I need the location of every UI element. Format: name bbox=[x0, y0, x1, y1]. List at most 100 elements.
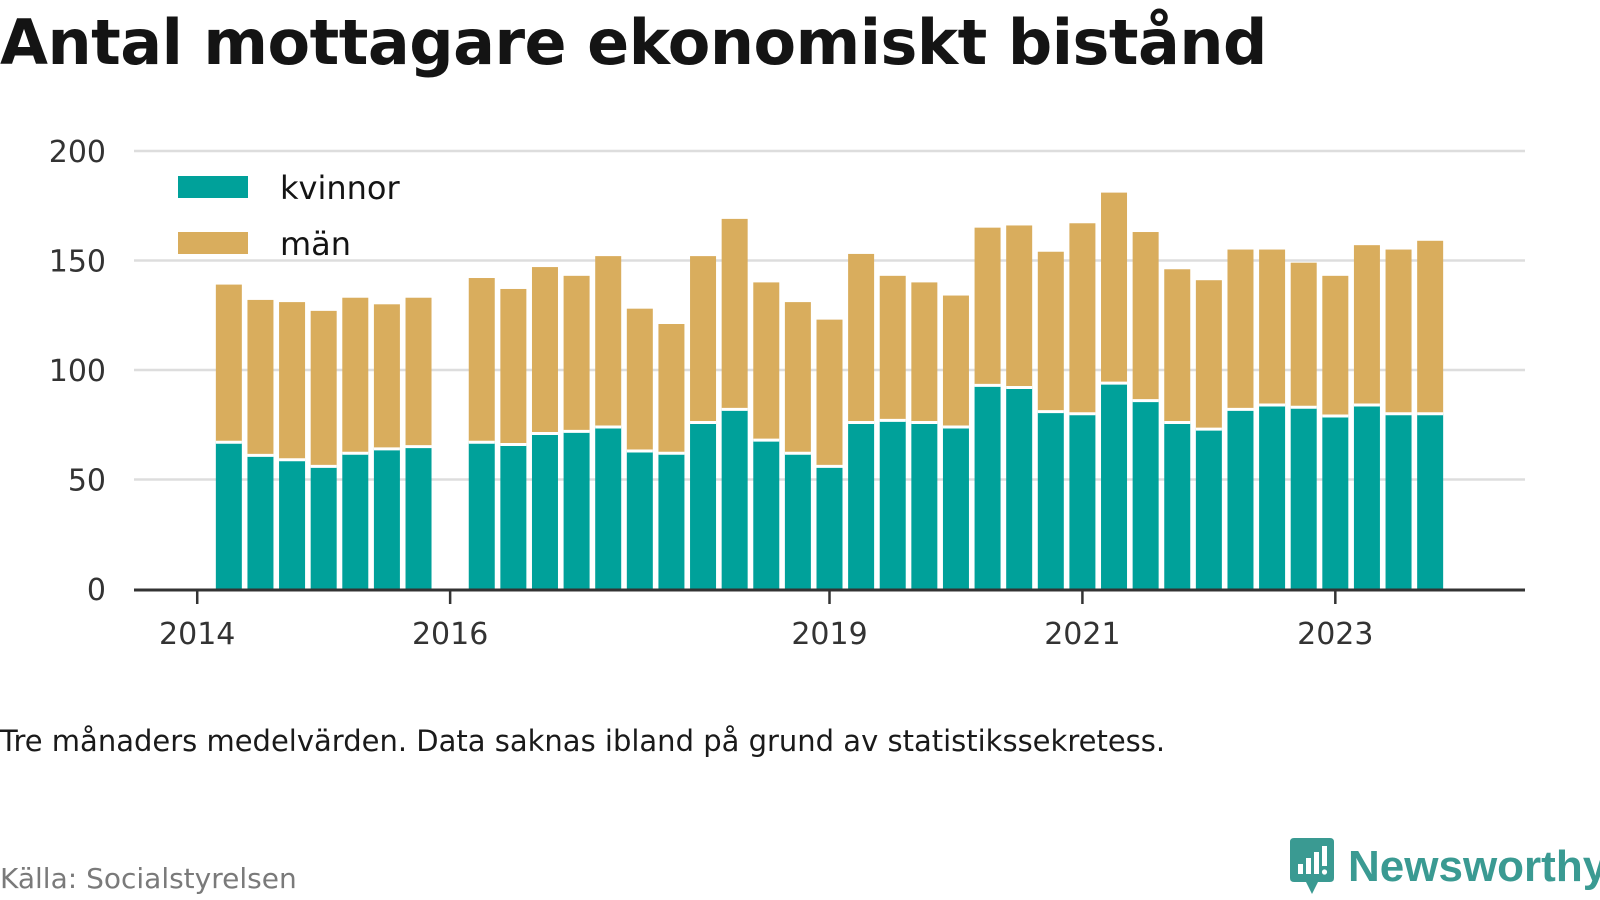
bar-man bbox=[1227, 249, 1254, 410]
bar-kvinnor bbox=[405, 446, 432, 589]
bar-kvinnor bbox=[848, 422, 875, 589]
brand-name: Newsworthy bbox=[1348, 842, 1600, 891]
bar-kvinnor bbox=[1132, 400, 1159, 589]
bar-man bbox=[911, 282, 938, 423]
chart-title: Antal mottagare ekonomiskt bistånd bbox=[0, 6, 1267, 79]
bar-man bbox=[1132, 232, 1159, 401]
bar-kvinnor bbox=[1037, 411, 1064, 589]
bar-man bbox=[658, 324, 685, 454]
bar-kvinnor bbox=[626, 451, 653, 589]
bar-man bbox=[1353, 245, 1380, 406]
bar-man bbox=[784, 302, 811, 454]
bar-man bbox=[468, 278, 495, 443]
bar-kvinnor bbox=[784, 453, 811, 589]
bar-kvinnor bbox=[1259, 405, 1286, 589]
bar-kvinnor bbox=[1417, 413, 1444, 589]
bar-kvinnor bbox=[879, 420, 906, 589]
bar-man bbox=[942, 295, 969, 427]
bar-man bbox=[279, 302, 306, 460]
bar-man bbox=[626, 308, 653, 452]
bar-man bbox=[1069, 223, 1096, 414]
bar-man bbox=[1385, 249, 1412, 414]
y-tick-label: 200 bbox=[49, 135, 106, 170]
bar-kvinnor bbox=[468, 442, 495, 589]
bar-man bbox=[1101, 192, 1128, 384]
bar-kvinnor bbox=[1101, 383, 1128, 589]
bar-man bbox=[1037, 251, 1064, 412]
bar-kvinnor bbox=[1353, 405, 1380, 589]
bar-kvinnor bbox=[816, 466, 843, 589]
bar-man bbox=[1290, 262, 1317, 408]
bar-man bbox=[721, 218, 748, 410]
y-tick-label: 0 bbox=[87, 573, 106, 608]
bar-kvinnor bbox=[658, 453, 685, 589]
bar-kvinnor bbox=[279, 459, 306, 589]
newsworthy-logo[interactable]: Newsworthy bbox=[1288, 838, 1600, 896]
x-tick-label: 2019 bbox=[791, 617, 867, 652]
bar-kvinnor bbox=[595, 426, 622, 589]
bar-man bbox=[1164, 269, 1191, 423]
legend-label-man: män bbox=[280, 225, 351, 263]
bar-kvinnor bbox=[373, 448, 400, 589]
bar-kvinnor bbox=[1195, 429, 1222, 589]
bar-kvinnor bbox=[1290, 407, 1317, 589]
bar-man bbox=[816, 319, 843, 467]
y-tick-label: 100 bbox=[49, 354, 106, 389]
bar-man bbox=[848, 253, 875, 423]
bar-man bbox=[879, 275, 906, 421]
x-axis-ticks: 2014 2016 2019 2021 2023 bbox=[159, 590, 1373, 652]
bar-man bbox=[595, 256, 622, 427]
bar-kvinnor bbox=[690, 422, 717, 589]
bar-kvinnor bbox=[721, 409, 748, 589]
bar-man bbox=[405, 297, 432, 447]
legend: kvinnor män bbox=[178, 169, 401, 263]
bar-man bbox=[247, 299, 274, 456]
bar-kvinnor bbox=[310, 466, 337, 589]
bar-man bbox=[531, 267, 558, 434]
x-tick-label: 2014 bbox=[159, 617, 235, 652]
chart-note: Tre månaders medelvärden. Data saknas ib… bbox=[0, 724, 1166, 758]
bar-man bbox=[753, 282, 780, 441]
legend-swatch-man bbox=[178, 232, 248, 254]
x-tick-label: 2016 bbox=[412, 617, 488, 652]
bar-kvinnor bbox=[342, 453, 369, 589]
y-axis-ticks: 0 50 100 150 200 bbox=[49, 135, 106, 608]
y-tick-label: 150 bbox=[49, 245, 106, 280]
bar-kvinnor bbox=[531, 433, 558, 589]
bar-man bbox=[1195, 280, 1222, 430]
bar-kvinnor bbox=[563, 431, 590, 589]
bar-kvinnor bbox=[1006, 387, 1033, 589]
bar-man bbox=[310, 310, 337, 467]
bar-kvinnor bbox=[1069, 413, 1096, 589]
bar-kvinnor bbox=[1164, 422, 1191, 589]
bar-kvinnor bbox=[753, 440, 780, 589]
bar-kvinnor bbox=[974, 385, 1001, 589]
bar-man bbox=[342, 297, 369, 454]
bar-man bbox=[1259, 249, 1286, 406]
bar-kvinnor bbox=[1322, 415, 1349, 589]
bars bbox=[215, 192, 1444, 589]
bar-chart-speech-bubble-icon bbox=[1290, 838, 1334, 894]
x-tick-label: 2021 bbox=[1044, 617, 1120, 652]
bar-kvinnor bbox=[911, 422, 938, 589]
y-tick-label: 50 bbox=[68, 464, 106, 499]
bar-man bbox=[563, 275, 590, 432]
legend-swatch-kvinnor bbox=[178, 176, 248, 198]
x-tick-label: 2023 bbox=[1297, 617, 1373, 652]
bar-kvinnor bbox=[1385, 413, 1412, 589]
legend-label-kvinnor: kvinnor bbox=[280, 169, 401, 207]
bar-man bbox=[500, 288, 527, 445]
bar-kvinnor bbox=[1227, 409, 1254, 589]
bar-kvinnor bbox=[215, 442, 242, 589]
bar-man bbox=[690, 256, 717, 423]
source-credit: Källa: Socialstyrelsen bbox=[0, 862, 297, 895]
bar-man bbox=[1417, 240, 1444, 414]
bar-kvinnor bbox=[500, 444, 527, 589]
bar-man bbox=[1322, 275, 1349, 416]
bar-man bbox=[373, 304, 400, 449]
bar-man bbox=[1006, 225, 1033, 388]
bar-man bbox=[215, 284, 242, 443]
bar-kvinnor bbox=[247, 455, 274, 589]
bar-kvinnor bbox=[942, 426, 969, 589]
